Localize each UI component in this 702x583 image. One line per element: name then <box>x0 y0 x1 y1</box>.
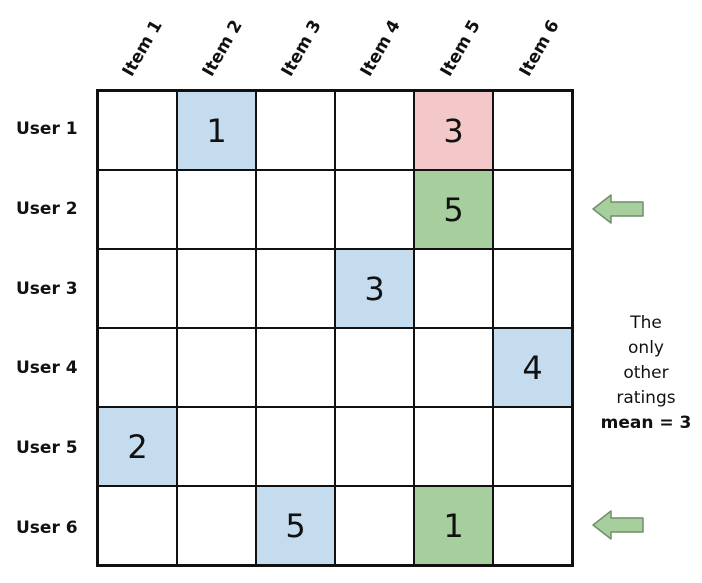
item-header-4: Item 4 <box>356 16 405 80</box>
rating-cell: 1 <box>177 91 256 170</box>
annotation-line: ratings <box>616 388 676 408</box>
user-header-6: User 6 <box>16 518 78 538</box>
rating-cell <box>335 91 414 170</box>
annotation-mean: mean = 3 <box>600 413 692 433</box>
rating-cell: 5 <box>256 486 335 565</box>
rating-cell <box>256 407 335 486</box>
rating-cell <box>493 170 572 249</box>
rating-cell <box>256 249 335 328</box>
rating-cell: 3 <box>414 91 493 170</box>
rating-cell <box>177 407 256 486</box>
arrow-shape <box>592 510 644 540</box>
user-header-5: User 5 <box>16 438 78 458</box>
rating-cell <box>335 328 414 407</box>
rating-cell <box>177 249 256 328</box>
user-header-3: User 3 <box>16 279 78 299</box>
annotation-note: The only other ratings mean = 3 <box>590 311 702 436</box>
rating-cell <box>256 170 335 249</box>
user-header-4: User 4 <box>16 358 78 378</box>
arrow-shape <box>592 194 644 224</box>
rating-cell <box>414 407 493 486</box>
annotation-line: only <box>628 338 664 358</box>
item-header-5: Item 5 <box>436 16 485 80</box>
rating-cell <box>335 486 414 565</box>
rating-cell <box>414 249 493 328</box>
rating-cell <box>177 170 256 249</box>
rating-cell <box>493 486 572 565</box>
rating-cell <box>98 486 177 565</box>
rating-cell <box>335 170 414 249</box>
left-arrow-icon <box>592 194 644 224</box>
item-header-1: Item 1 <box>118 16 167 80</box>
annotation-line: other <box>623 363 669 383</box>
rating-cell: 4 <box>493 328 572 407</box>
rating-cell <box>493 407 572 486</box>
user-header-1: User 1 <box>16 119 78 139</box>
rating-cell <box>98 91 177 170</box>
rating-cell: 5 <box>414 170 493 249</box>
item-header-3: Item 3 <box>277 16 326 80</box>
annotation-line: The <box>630 313 662 333</box>
rating-cell <box>98 170 177 249</box>
item-header-6: Item 6 <box>515 16 564 80</box>
rating-cell <box>493 249 572 328</box>
rating-cell <box>177 486 256 565</box>
rating-cell <box>98 328 177 407</box>
left-arrow-icon <box>592 510 644 540</box>
ratings-matrix: 1 3 5 3 4 2 5 1 <box>96 89 574 567</box>
rating-cell <box>414 328 493 407</box>
rating-cell <box>98 249 177 328</box>
rating-cell: 3 <box>335 249 414 328</box>
rating-cell <box>335 407 414 486</box>
rating-cell <box>493 91 572 170</box>
user-header-2: User 2 <box>16 199 78 219</box>
rating-cell: 1 <box>414 486 493 565</box>
rating-cell <box>256 328 335 407</box>
rating-cell: 2 <box>98 407 177 486</box>
rating-cell <box>256 91 335 170</box>
item-header-2: Item 2 <box>198 16 247 80</box>
rating-cell <box>177 328 256 407</box>
